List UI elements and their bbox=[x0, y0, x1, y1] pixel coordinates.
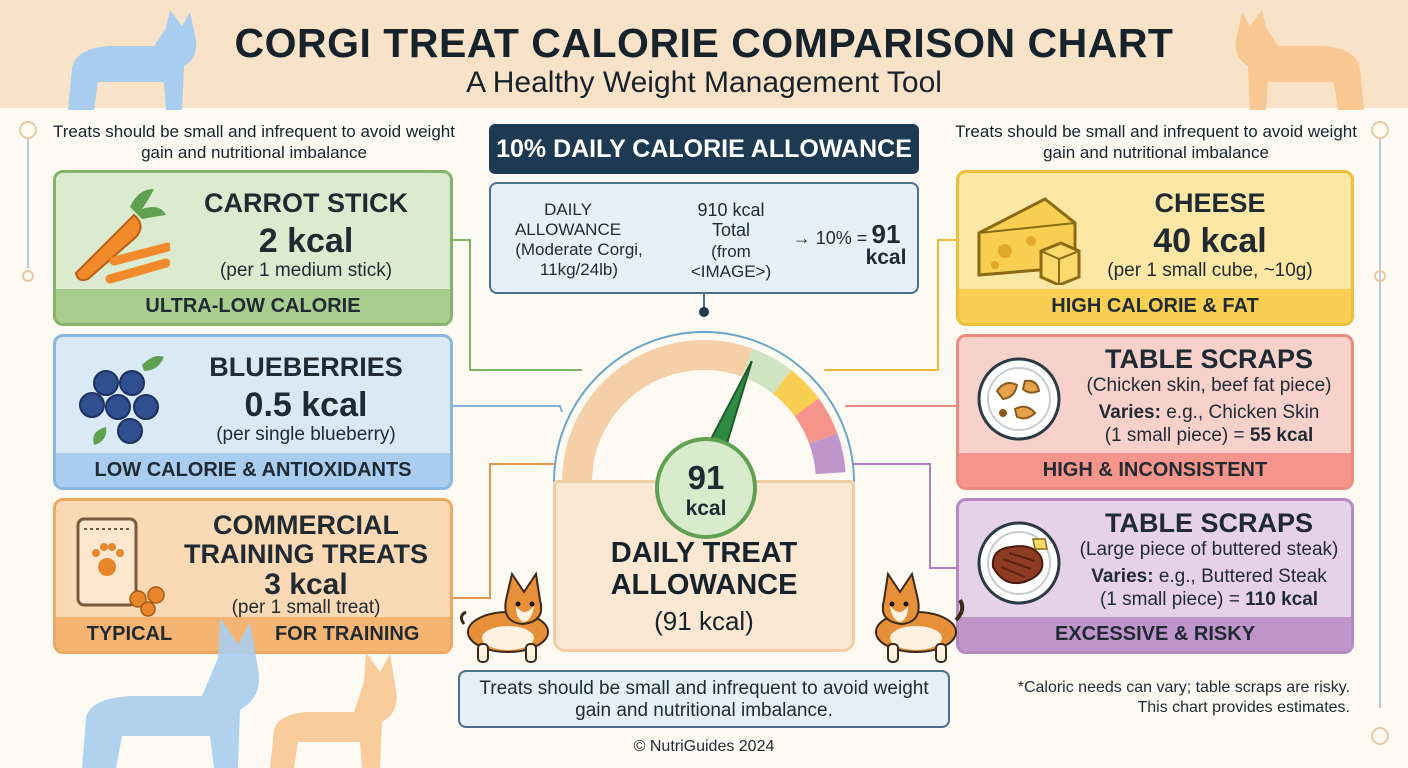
carrot-icon bbox=[74, 189, 170, 284]
blueberries-icon bbox=[79, 356, 164, 445]
treat-card-cheese: CHEESE 40 kcal (per 1 small cube, ~10g) … bbox=[956, 170, 1354, 326]
treat-category: TYPICAL bbox=[86, 623, 172, 645]
treat-kcal: 3 kcal bbox=[264, 568, 348, 601]
amount-text: (1 small piece) = bbox=[1099, 589, 1240, 610]
treat-kcal: 0.5 kcal bbox=[244, 386, 368, 424]
meter-title: DAILY TREAT ALLOWANCE bbox=[553, 537, 855, 601]
daily-allowance-label: DAILY ALLOWANCE bbox=[514, 200, 622, 239]
meter-segment-red bbox=[794, 398, 838, 444]
treat-card-training-treats: COMMERCIAL TRAINING TREATS 3 kcal (per 1… bbox=[53, 498, 453, 654]
treat-card-table-scraps-steak: TABLE SCRAPS (Large piece of buttered st… bbox=[956, 498, 1354, 654]
allowance-total-source: (from <IMAGE>) bbox=[690, 242, 772, 281]
treat-description: (Large piece of buttered steak) bbox=[1079, 539, 1339, 560]
meter-unit: kcal bbox=[685, 497, 727, 520]
treat-category-band: EXCESSIVE & RISKY bbox=[959, 617, 1351, 651]
amount-kcal: 55 kcal bbox=[1249, 425, 1314, 446]
meter-segment-purple bbox=[809, 433, 846, 475]
treat-varies: Varies: e.g., Chicken Skin bbox=[1067, 402, 1351, 424]
corgi-icon bbox=[459, 571, 549, 663]
page-title: CORGI TREAT CALORIE COMPARISON CHART bbox=[234, 20, 1174, 66]
side-note-right: Treats should be small and infrequent to… bbox=[955, 122, 1357, 162]
treat-name: CARROT STICK bbox=[204, 188, 408, 218]
meter-segment-yellow bbox=[772, 370, 819, 417]
meter-value: 91 bbox=[687, 459, 725, 496]
daily-allowance-detail: (Moderate Corgi, 11kg/24lb) bbox=[515, 240, 643, 279]
treat-serving: (per 1 small treat) bbox=[231, 597, 381, 618]
varies-text: e.g., Buttered Steak bbox=[1158, 566, 1327, 587]
side-note-left: Treats should be small and infrequent to… bbox=[53, 122, 455, 162]
treat-name-line1: COMMERCIAL bbox=[213, 510, 399, 540]
treat-amount: (1 small piece) = 55 kcal bbox=[1067, 425, 1351, 447]
allowance-total: 910 kcal Total bbox=[697, 200, 765, 240]
treat-category-tail: FOR TRAINING bbox=[274, 623, 420, 645]
treat-amount: (1 small piece) = 110 kcal bbox=[1067, 589, 1351, 611]
treat-name-line2: TRAINING TREATS bbox=[184, 539, 428, 569]
page-subtitle: A Healthy Weight Management Tool bbox=[466, 66, 942, 99]
chicken-scraps-icon bbox=[977, 357, 1061, 441]
footnote: *Caloric needs can vary; table scraps ar… bbox=[1017, 679, 1350, 716]
allowance-heading: 10% DAILY CALORIE ALLOWANCE bbox=[489, 124, 919, 174]
corgi-silhouette-icon bbox=[270, 652, 397, 768]
allowance-calculation: DAILY ALLOWANCE (Moderate Corgi, 11kg/24… bbox=[489, 182, 919, 294]
varies-text: e.g., Chicken Skin bbox=[1166, 402, 1320, 423]
treat-description: (Chicken skin, beef fat piece) bbox=[1086, 375, 1332, 396]
treat-card-table-scraps-chicken: TABLE SCRAPS (Chicken skin, beef fat pie… bbox=[956, 334, 1354, 490]
corgi-silhouette-icon bbox=[1235, 10, 1364, 110]
treat-name: TABLE SCRAPS bbox=[1104, 508, 1313, 538]
treat-card-carrot: CARROT STICK 2 kcal (per 1 medium stick)… bbox=[53, 170, 453, 326]
treat-varies: Varies: e.g., Buttered Steak bbox=[1067, 566, 1351, 588]
corgi-silhouette-icon bbox=[68, 10, 197, 110]
treat-serving: (per single blueberry) bbox=[216, 424, 396, 445]
treat-category-band: ULTRA-LOW CALORIE bbox=[56, 289, 450, 323]
meter-segment-safe bbox=[562, 340, 753, 482]
treat-serving: (per 1 medium stick) bbox=[219, 260, 393, 281]
treat-kcal: 40 kcal bbox=[1153, 222, 1267, 260]
decorative-connectors bbox=[19, 121, 1389, 745]
cheese-icon bbox=[977, 197, 1081, 285]
steak-icon bbox=[977, 521, 1061, 605]
allowance-result-value: 91 bbox=[871, 219, 901, 249]
allowance-result-unit: kcal bbox=[865, 246, 907, 269]
amount-text: (1 small piece) = bbox=[1104, 425, 1245, 446]
corgi-icon bbox=[875, 571, 965, 663]
meter-segment-green bbox=[742, 348, 792, 394]
treat-name: TABLE SCRAPS bbox=[1104, 344, 1313, 374]
meter-title-line2: ALLOWANCE bbox=[610, 569, 798, 601]
varies-label: Varies: bbox=[1091, 566, 1154, 587]
copyright: © NutriGuides 2024 bbox=[633, 738, 775, 755]
treat-category-band: HIGH CALORIE & FAT bbox=[959, 289, 1351, 323]
treat-serving: (per 1 small cube, ~10g) bbox=[1107, 260, 1313, 281]
treat-kcal: 2 kcal bbox=[258, 222, 354, 260]
header-banner bbox=[0, 0, 1408, 108]
corgi-silhouette-icon bbox=[82, 618, 260, 768]
allowance-percent: → 10% = bbox=[792, 228, 868, 248]
treat-category-band: HIGH & INCONSISTENT bbox=[959, 453, 1351, 487]
treat-name: BLUEBERRIES bbox=[209, 352, 403, 382]
meter-title-line1: DAILY TREAT bbox=[610, 537, 798, 569]
amount-kcal: 110 kcal bbox=[1245, 589, 1319, 610]
treat-category-band: LOW CALORIE & ANTIOXIDANTS bbox=[56, 453, 450, 487]
meter-subtitle: (91 kcal) bbox=[654, 606, 754, 636]
treat-card-blueberries: BLUEBERRIES 0.5 kcal (per single blueber… bbox=[53, 334, 453, 490]
varies-label: Varies: bbox=[1098, 402, 1161, 423]
bottom-note: Treats should be small and infrequent to… bbox=[458, 670, 950, 728]
treat-name: CHEESE bbox=[1154, 188, 1266, 218]
meter-center-value: 91 kcal bbox=[655, 437, 757, 539]
treat-bag-icon bbox=[76, 517, 165, 617]
